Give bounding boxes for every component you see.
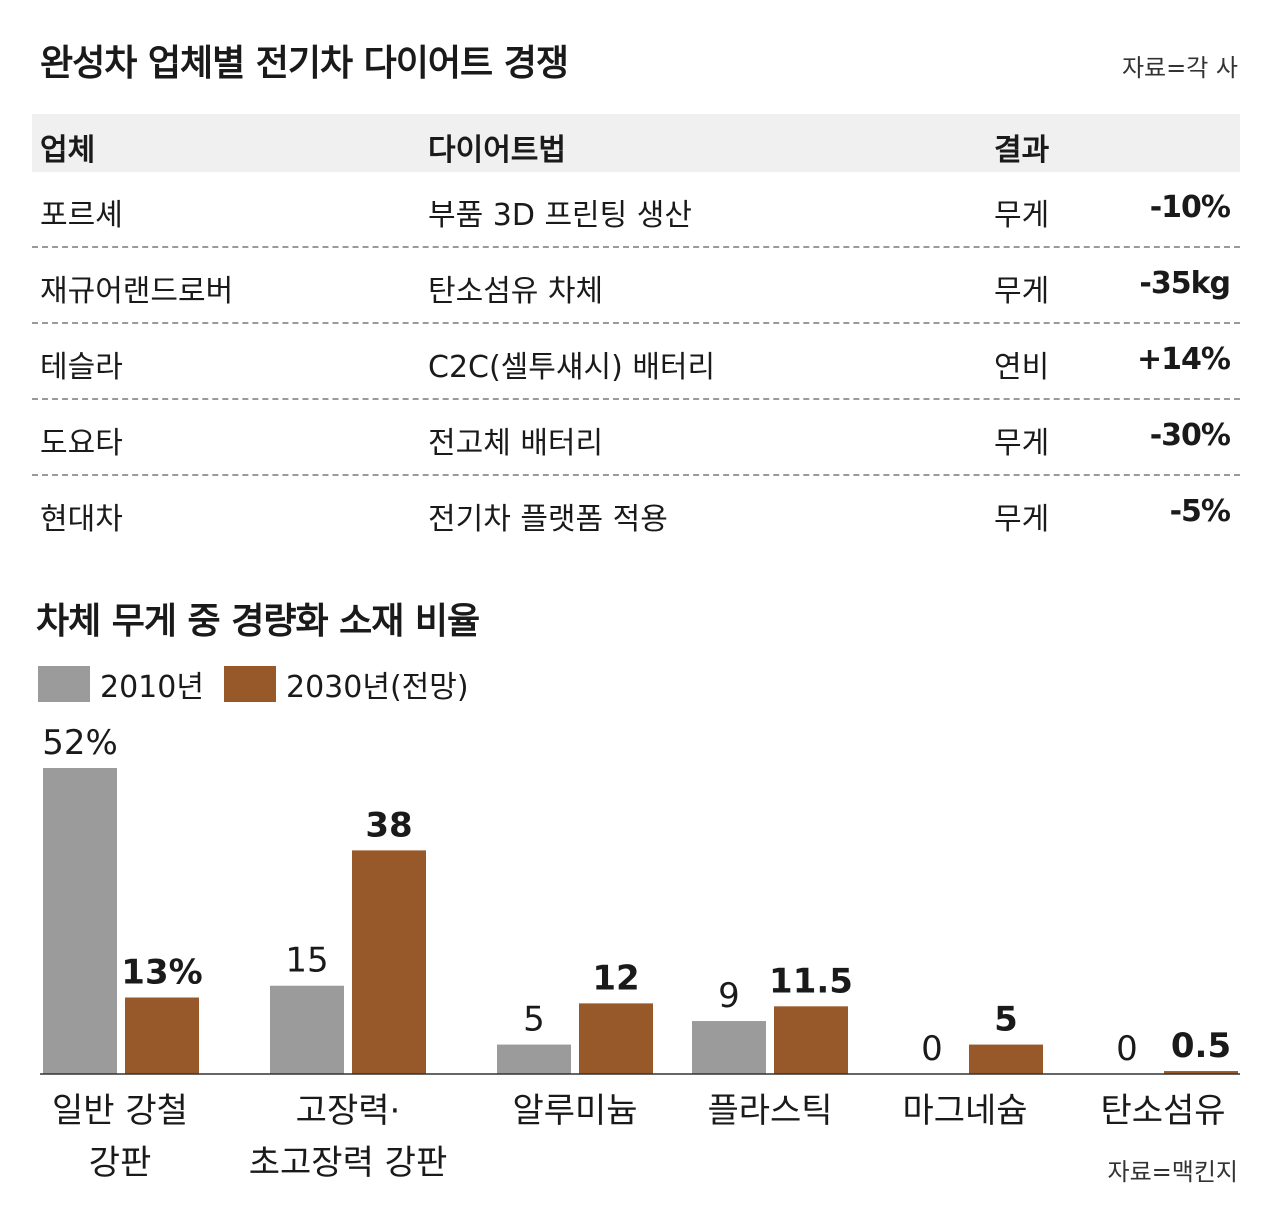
cell-company: 테슬라 <box>40 350 123 385</box>
cell-metric: 무게 <box>994 198 1050 233</box>
diet-table: 업체 다이어트법 결과 포르셰 부품 3D 프린팅 생산 무게 -10% 재규어… <box>32 114 1240 552</box>
bar-2010 <box>270 985 344 1074</box>
category-label: 일반 강철 <box>52 1091 188 1131</box>
legend-swatch-2030 <box>224 666 276 702</box>
cell-value: -10% <box>1149 190 1231 225</box>
bar-2010 <box>497 1044 571 1074</box>
legend-label-2010: 2010년 <box>100 670 204 705</box>
bar-2010 <box>692 1021 766 1074</box>
infographic-title: 완성차 업체별 전기차 다이어트 경쟁 <box>40 43 569 84</box>
data-label: 38 <box>365 805 412 845</box>
data-label: 11.5 <box>769 961 853 1001</box>
data-label: 0.5 <box>1171 1026 1231 1066</box>
category-label: 알루미늄 <box>512 1091 637 1131</box>
bar-2030 <box>125 997 199 1074</box>
bar-2030 <box>352 850 426 1074</box>
legend-item-2010: 2010년 <box>38 662 204 706</box>
data-label: 5 <box>523 1000 545 1040</box>
header-company: 업체 <box>40 133 96 168</box>
legend-item-2030: 2030년(전망) <box>224 662 469 706</box>
category-label: 탄소섬유 <box>1100 1091 1225 1131</box>
cell-method: 탄소섬유 차체 <box>428 274 604 309</box>
cell-method: 전기차 플랫폼 적용 <box>428 502 668 537</box>
category-label: 초고장력 강판 <box>249 1143 448 1183</box>
cell-metric: 무게 <box>994 274 1050 309</box>
bar-2030 <box>1164 1071 1238 1074</box>
chart-source: 자료=맥킨지 <box>1107 1158 1238 1186</box>
bar-2030 <box>774 1006 848 1074</box>
cell-metric: 무게 <box>994 502 1050 537</box>
data-label: 0 <box>1116 1029 1138 1069</box>
chart-title: 차체 무게 중 경량화 소재 비율 <box>36 601 480 642</box>
data-label: 0 <box>921 1029 943 1069</box>
data-label: 15 <box>285 941 328 981</box>
table-source: 자료=각 사 <box>1121 54 1238 82</box>
cell-company: 도요타 <box>40 426 123 461</box>
cell-metric: 연비 <box>994 350 1050 385</box>
data-label: 13% <box>121 953 202 993</box>
cell-value: +14% <box>1137 342 1231 377</box>
category-label: 마그네슘 <box>902 1091 1027 1131</box>
bar-2030 <box>579 1003 653 1074</box>
header-result: 결과 <box>994 133 1050 168</box>
category-label: 고장력· <box>296 1091 401 1131</box>
data-label: 9 <box>718 976 740 1016</box>
header-method: 다이어트법 <box>428 133 566 168</box>
cell-method: C2C(셀투섀시) 배터리 <box>428 350 716 385</box>
legend-swatch-2010 <box>38 666 90 702</box>
data-label: 5 <box>994 1000 1018 1040</box>
table-row: 현대차 전기차 플랫폼 적용 무게 -5% <box>32 476 1240 552</box>
cell-value: -35kg <box>1139 266 1231 301</box>
table-header: 업체 다이어트법 결과 <box>32 114 1240 172</box>
cell-company: 재규어랜드로버 <box>40 274 234 309</box>
category-label: 강판 <box>89 1143 152 1183</box>
legend-label-2030: 2030년(전망) <box>286 670 469 705</box>
cell-value: -30% <box>1149 418 1231 453</box>
table-row: 포르셰 부품 3D 프린팅 생산 무게 -10% <box>32 172 1240 248</box>
data-label: 12 <box>592 958 639 998</box>
cell-value: -5% <box>1169 494 1231 529</box>
cell-metric: 무게 <box>994 426 1050 461</box>
cell-method: 전고체 배터리 <box>428 426 604 461</box>
cell-company: 현대차 <box>40 502 123 537</box>
cell-company: 포르셰 <box>40 198 123 233</box>
bar-2030 <box>969 1044 1043 1074</box>
table-row: 도요타 전고체 배터리 무게 -30% <box>32 400 1240 476</box>
category-label: 플라스틱 <box>707 1091 832 1131</box>
table-row: 테슬라 C2C(셀투섀시) 배터리 연비 +14% <box>32 324 1240 400</box>
data-label: 52% <box>42 723 118 763</box>
bar-2010 <box>43 768 117 1074</box>
cell-method: 부품 3D 프린팅 생산 <box>428 198 692 233</box>
table-row: 재규어랜드로버 탄소섬유 차체 무게 -35kg <box>32 248 1240 324</box>
